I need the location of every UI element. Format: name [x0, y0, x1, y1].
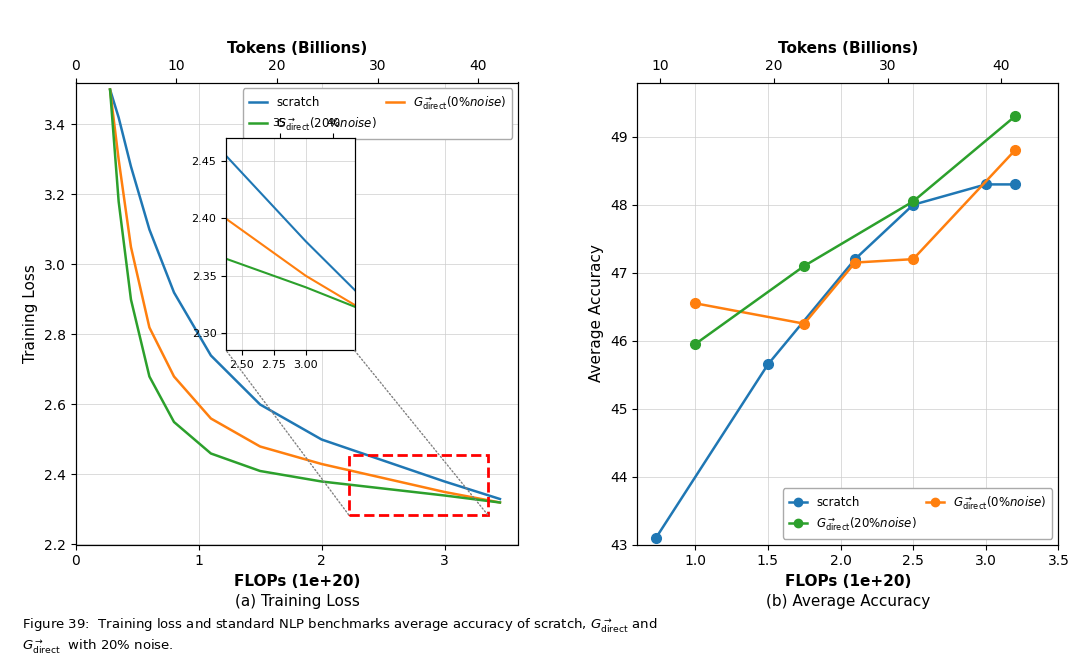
Bar — [349, 455, 488, 515]
X-axis label: FLOPs (1e+20): FLOPs (1e+20) — [233, 574, 361, 589]
Legend: scratch, $G_{\mathrm{direct}}^{\rightarrow}$(20%$\it{noise}$), $G_{\mathrm{direc: scratch, $G_{\mathrm{direct}}^{\rightarr… — [783, 488, 1053, 539]
Text: (b) Average Accuracy: (b) Average Accuracy — [766, 594, 930, 609]
Text: (a) Training Loss: (a) Training Loss — [234, 594, 360, 609]
X-axis label: Tokens (Billions): Tokens (Billions) — [778, 41, 918, 56]
Legend: scratch, $G_{\mathrm{direct}}^{\rightarrow}$(20%$\it{noise}$), $G_{\mathrm{direc: scratch, $G_{\mathrm{direct}}^{\rightarr… — [243, 88, 513, 139]
Text: $G_{\mathrm{direct}}^{\rightarrow}$  with 20% noise.: $G_{\mathrm{direct}}^{\rightarrow}$ with… — [22, 638, 173, 657]
X-axis label: FLOPs (1e+20): FLOPs (1e+20) — [784, 574, 912, 589]
Y-axis label: Average Accuracy: Average Accuracy — [590, 245, 605, 382]
X-axis label: Tokens (Billions): Tokens (Billions) — [227, 41, 367, 56]
Text: Figure 39:  Training loss and standard NLP benchmarks average accuracy of scratc: Figure 39: Training loss and standard NL… — [22, 617, 657, 636]
Y-axis label: Training Loss: Training Loss — [24, 264, 38, 363]
